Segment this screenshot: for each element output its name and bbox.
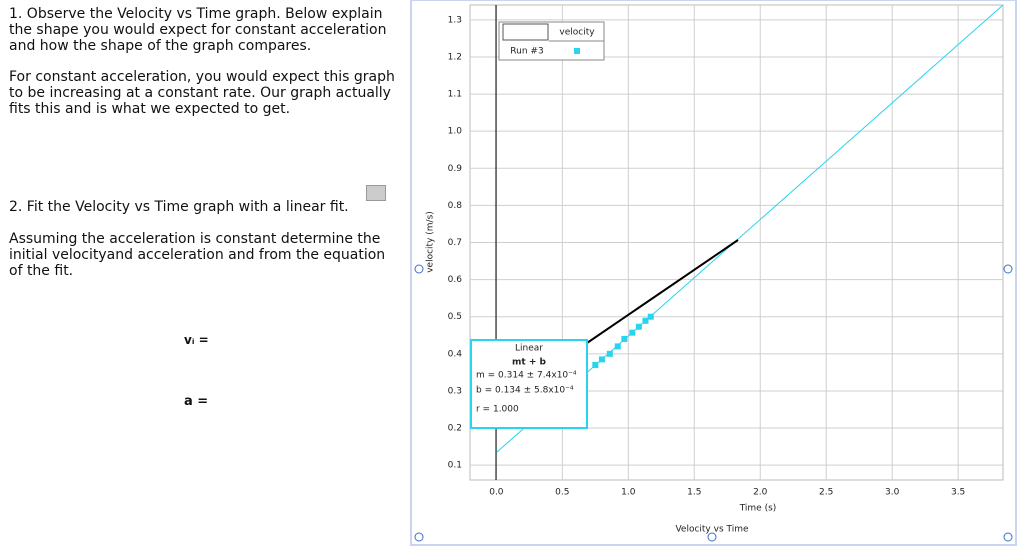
data-point <box>598 356 605 363</box>
icon[interactable] <box>366 185 386 201</box>
question: 1. Observe the Velocity vs Time graph. B… <box>9 6 387 54</box>
legend-run: Run #3 <box>510 47 543 57</box>
y-tick-label: 0.3 <box>448 386 462 396</box>
data-point <box>606 350 613 357</box>
fit-param: b = 0.134 ± 5.8x10⁻⁴ <box>476 386 574 396</box>
handle[interactable] <box>414 532 424 542</box>
y-tick-label: 1.2 <box>448 52 462 62</box>
legend-header: velocity <box>559 28 595 38</box>
y-tick-label: 0.4 <box>448 349 463 359</box>
fit-param: m = 0.314 ± 7.4x10⁻⁴ <box>476 371 577 381</box>
answer-label: a = <box>184 394 209 409</box>
y-tick-label: 1.0 <box>448 127 463 137</box>
y-tick-label: 0.6 <box>448 275 463 285</box>
legend-cell <box>502 23 549 41</box>
x-tick-label: 1.5 <box>687 488 701 498</box>
data-point <box>647 313 654 320</box>
question: Assuming the acceleration is constant de… <box>9 231 386 279</box>
y-tick-label: 1.1 <box>448 90 462 100</box>
y-tick-label: 1.3 <box>448 15 462 25</box>
data-point <box>635 323 642 330</box>
fit-equation: mt + b <box>512 358 546 368</box>
handle[interactable] <box>707 532 717 542</box>
x-tick-label: 0.5 <box>555 488 569 498</box>
data-point <box>629 329 636 336</box>
chart-title: Velocity vs Time <box>675 525 749 535</box>
y-tick-label: 0.8 <box>448 201 463 211</box>
answer: For constant acceleration, you would exp… <box>9 69 395 117</box>
x-tick-label: 2.5 <box>819 488 833 498</box>
data-point <box>614 343 621 350</box>
question: 2. Fit the Velocity vs Time graph with a… <box>9 199 349 215</box>
x-axis-label: Time (s) <box>739 504 777 514</box>
legend-swatch <box>574 48 580 54</box>
handle[interactable] <box>1003 264 1013 274</box>
y-tick-label: 0.9 <box>448 164 463 174</box>
leader-line <box>586 239 739 344</box>
fit-box <box>470 339 588 429</box>
y-axis-label: velocity (m/s) <box>426 211 436 273</box>
y-tick-label: 0.1 <box>448 461 462 471</box>
data-point <box>592 361 599 368</box>
handle[interactable] <box>1003 532 1013 542</box>
y-tick-label: 0.7 <box>448 238 462 248</box>
fit-param: r = 1.000 <box>476 405 519 415</box>
answer-label: vᵢ = <box>184 333 209 347</box>
handle[interactable] <box>414 264 424 274</box>
x-tick-label: 1.0 <box>621 488 636 498</box>
data-point <box>642 317 649 324</box>
data-point <box>621 335 628 342</box>
y-tick-label: 0.5 <box>448 312 462 322</box>
fit-title: Linear <box>515 344 543 354</box>
x-tick-label: 2.0 <box>753 488 768 498</box>
x-tick-label: 3.0 <box>885 488 900 498</box>
x-tick-label: 0.0 <box>489 488 504 498</box>
x-tick-label: 3.5 <box>951 488 965 498</box>
y-tick-label: 0.2 <box>448 424 462 434</box>
